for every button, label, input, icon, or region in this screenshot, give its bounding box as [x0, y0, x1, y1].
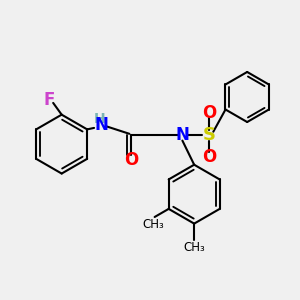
Text: F: F [43, 91, 55, 109]
Text: O: O [202, 104, 216, 122]
Text: CH₃: CH₃ [142, 218, 164, 232]
Text: S: S [202, 126, 215, 144]
Text: H: H [94, 112, 106, 126]
Text: O: O [124, 151, 138, 169]
Text: O: O [202, 148, 216, 166]
Text: CH₃: CH₃ [183, 241, 205, 254]
Text: N: N [94, 116, 108, 134]
Text: N: N [176, 126, 189, 144]
